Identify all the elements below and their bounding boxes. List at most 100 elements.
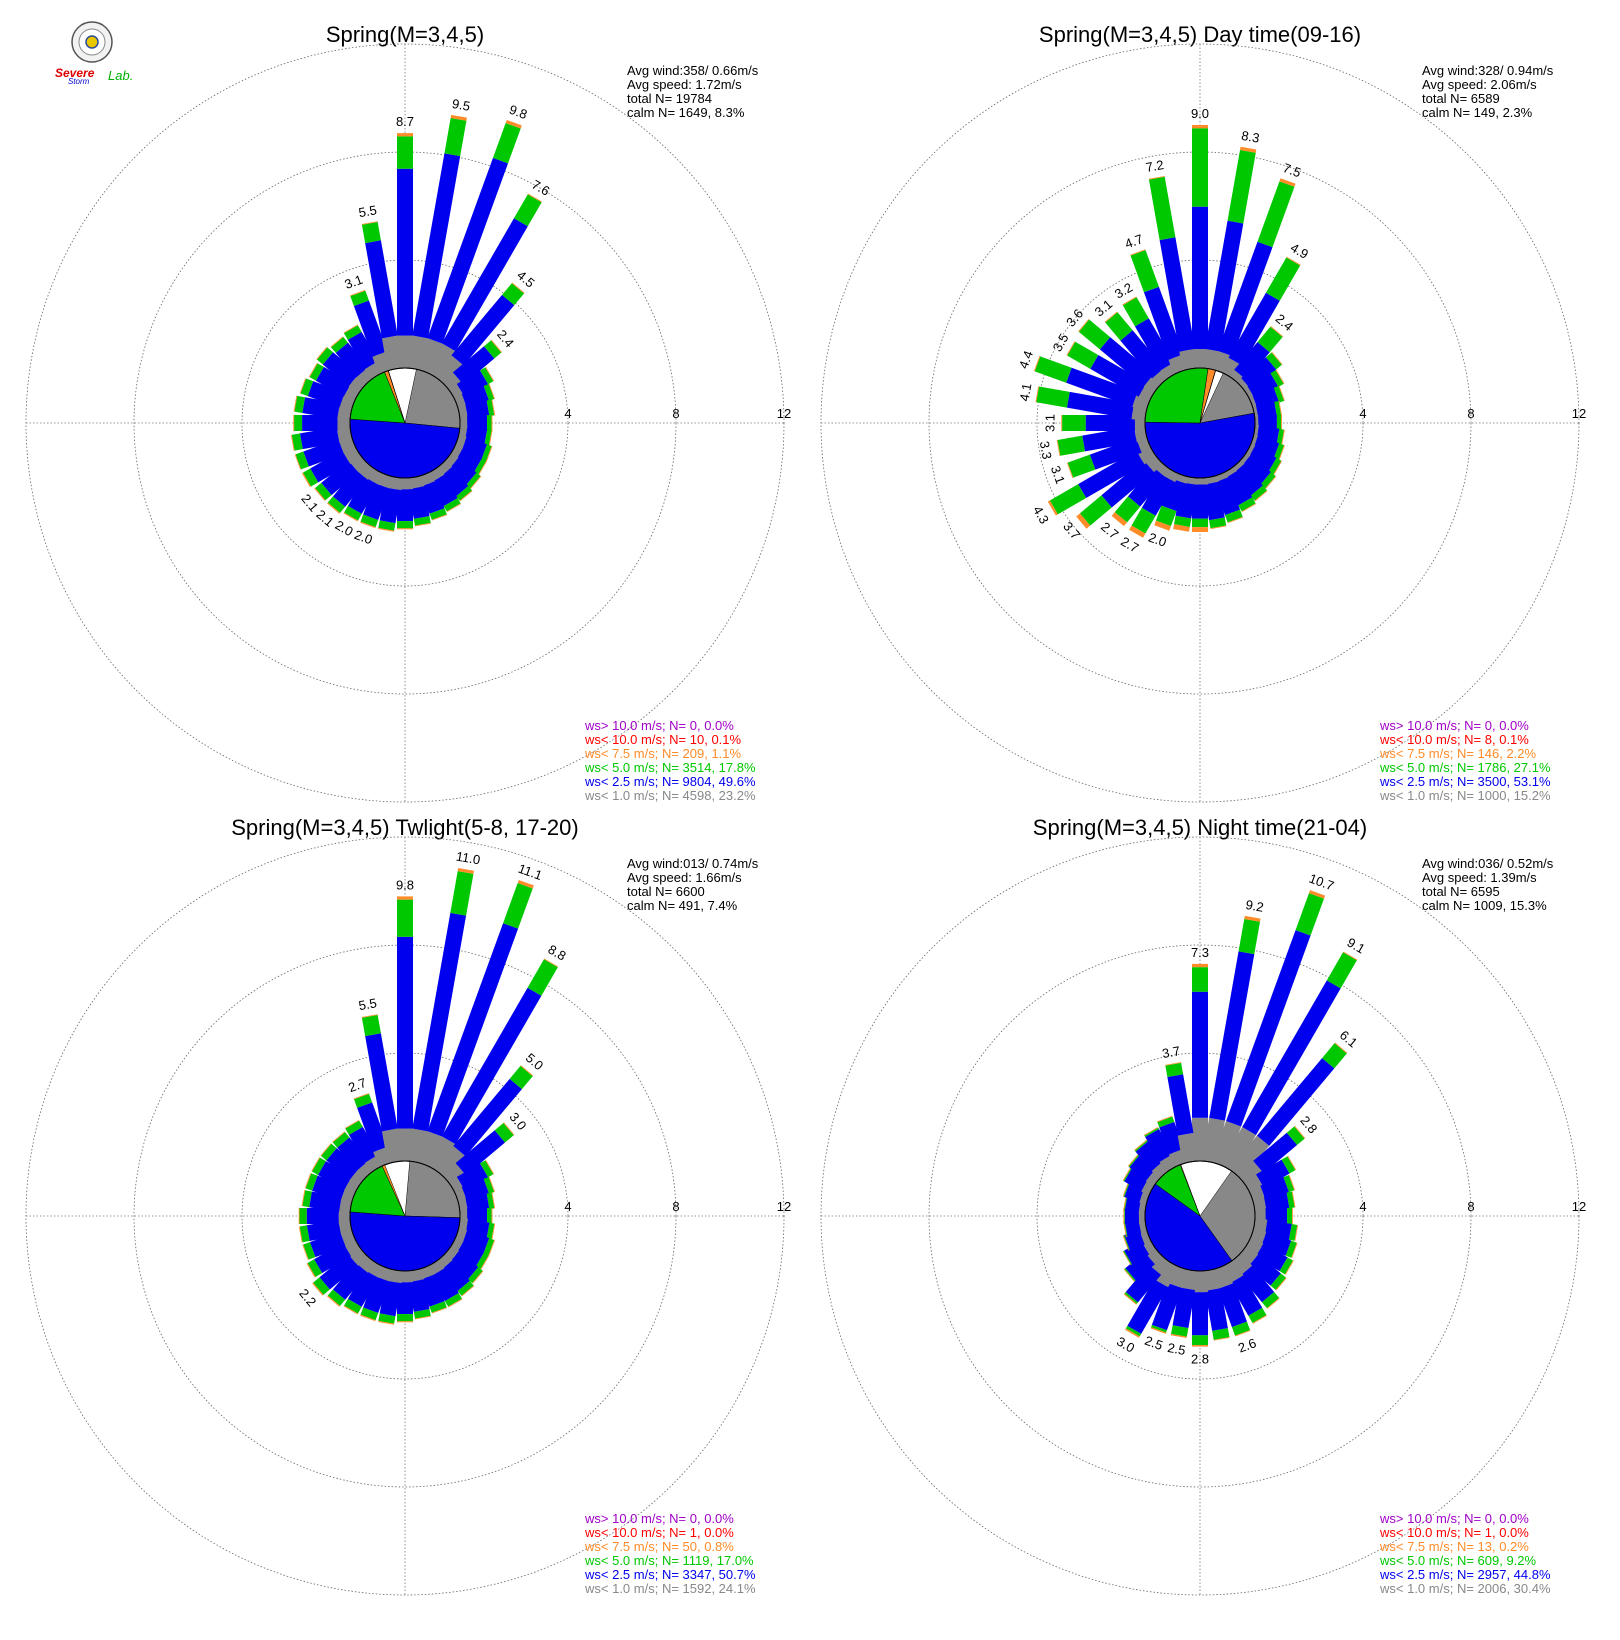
bar-segment-below-2-5 — [1228, 292, 1280, 366]
bar-segment-calm-1 — [1179, 348, 1199, 371]
bar-segment-below-7-5 — [1287, 1155, 1297, 1171]
bar-10-deg — [1201, 146, 1257, 371]
bar-segment-below-7-5 — [343, 1305, 358, 1315]
bar-segment-below-2-5 — [317, 1161, 353, 1191]
bar-segment-below-7-5 — [1285, 1260, 1294, 1275]
bar-segment-below-5-0 — [483, 1177, 495, 1194]
ring-tick-label: 4 — [564, 406, 571, 421]
bar-segment-below-5-0 — [1287, 1208, 1292, 1224]
bar-segment-below-2-5 — [326, 1148, 360, 1180]
bar-segment-below-5-0 — [1148, 176, 1176, 241]
ring-tick-label: 12 — [1572, 1199, 1586, 1214]
bar-segment-below-7-5 — [1281, 415, 1282, 431]
bar-40-deg — [1229, 1042, 1348, 1180]
windrose-panel-4: Spring(M=3,4,5) Night time(21-04) 4 8 12 7.3… — [820, 815, 1586, 1596]
bar-segment-below-5-0 — [397, 136, 413, 169]
bar-segment-below-7-5 — [431, 514, 448, 521]
bar-segment-below-7-5 — [511, 282, 525, 294]
bar-segment-below-7-5 — [327, 1295, 341, 1307]
bar-value-label: 4.7 — [1123, 231, 1145, 251]
bar-segment-below-7-5 — [1123, 1194, 1127, 1211]
bar-segment-below-5-0 — [1151, 1324, 1167, 1333]
bar-segment-below-7-5 — [1192, 1345, 1208, 1347]
bar-segment-below-5-0 — [1057, 435, 1085, 456]
bar-segment-below-7-5 — [397, 133, 413, 137]
bar-segment-below-2-5 — [419, 1274, 445, 1307]
pie-outline — [349, 1160, 461, 1272]
speed-legend: ws> 10.0 m/s; N= 0, 0.0%ws< 10.0 m/s; N=… — [1379, 1511, 1551, 1596]
stats-line: total N= 19784 — [627, 91, 712, 106]
bar-segment-below-5-0 — [457, 1280, 474, 1296]
bar-segment-below-5-0 — [1295, 893, 1325, 936]
bar-segment-below-5-0 — [311, 1157, 326, 1175]
bar-segment-below-7-5 — [293, 395, 298, 412]
bar-segment-below-7-5 — [1123, 1293, 1137, 1305]
bar-segment-below-5-0 — [316, 347, 334, 365]
bar-segment-below-2-5 — [1135, 1141, 1164, 1171]
bar-150-deg — [425, 1259, 463, 1308]
bar-segment-below-7-5 — [316, 346, 328, 360]
bar-segment-below-2-5 — [412, 153, 461, 339]
bar-segment-below-2-5 — [1204, 220, 1244, 352]
bar-segment-below-7-5 — [1240, 146, 1257, 153]
bar-segment-below-2-5 — [1078, 450, 1145, 498]
bar-value-label: 5.5 — [357, 202, 377, 220]
bar-segment-below-7-5 — [1143, 1126, 1159, 1136]
bar-segment-below-5-0 — [1285, 1240, 1297, 1258]
bar-segment-below-5-0 — [343, 325, 362, 340]
bar-segment-below-5-0 — [1067, 341, 1099, 369]
bar-segment-below-5-0 — [1286, 1126, 1305, 1145]
legend-entry: ws> 10.0 m/s; N= 0, 0.0% — [584, 718, 734, 733]
bar-segment-below-7-5 — [448, 1298, 463, 1308]
bar-segment-below-7-5 — [457, 867, 475, 874]
bar-segment-below-2-5 — [1218, 1283, 1247, 1328]
bar-segment-below-5-0 — [1270, 370, 1284, 387]
bar-segment-below-5-0 — [303, 1242, 316, 1260]
bar-segment-below-5-0 — [1130, 250, 1159, 293]
bar-segment-below-5-0 — [1174, 515, 1192, 527]
speed-class-pie — [1144, 367, 1256, 479]
bar-segment-below-5-0 — [397, 521, 413, 529]
bar-segment-below-2-5 — [1247, 373, 1279, 401]
bar-segment-below-2-5 — [1213, 477, 1241, 516]
chart-title: Spring(M=3,4,5) Night time(21-04) — [1033, 815, 1367, 840]
bar-segment-below-7-5 — [1122, 1235, 1129, 1251]
bar-value-label: 3.1 — [1048, 464, 1068, 486]
bar-segment-below-7-5 — [470, 476, 482, 489]
stats-line: Avg speed: 2.06m/s — [1422, 77, 1537, 92]
bar-segment-below-2-5 — [1066, 391, 1135, 420]
bar-segment-below-7-5 — [1278, 445, 1285, 461]
legend-entry: ws< 10.0 m/s; N= 10, 0.1% — [584, 732, 742, 747]
stats-line: Avg wind:036/ 0.52m/s — [1422, 856, 1554, 871]
bar-segment-below-7-5 — [1291, 1191, 1296, 1208]
bar-segment-below-2-5 — [451, 294, 515, 366]
bar-segment-below-7-5 — [543, 958, 559, 968]
bar-segment-below-7-5 — [327, 502, 341, 514]
bar-segment-below-2-5 — [1082, 426, 1137, 452]
bar-segment-below-2-5 — [1099, 337, 1155, 387]
bar-value-label: 2.7 — [346, 1075, 368, 1095]
bar-segment-calm-1 — [1154, 1259, 1180, 1288]
bar-segment-below-5-0 — [1123, 1250, 1133, 1265]
stats-line: Avg speed: 1.72m/s — [627, 77, 742, 92]
bar-segment-below-7-5 — [485, 366, 495, 382]
windrose-panel-3: Spring(M=3,4,5) Twlight(5-8, 17-20) 4 8 12 9… — [25, 815, 791, 1596]
bar-segment-calm-1 — [397, 1271, 413, 1283]
bar-segment-below-7-5 — [360, 521, 376, 529]
bar-segment-below-7-5 — [1123, 1269, 1135, 1282]
bar-60-deg — [448, 366, 495, 403]
bar-value-label: 2.5 — [1143, 1333, 1165, 1353]
logo-star-icon — [85, 35, 99, 49]
bar-segment-below-5-0 — [360, 1307, 379, 1321]
bar-segment-below-7-5 — [431, 1307, 448, 1314]
bar-value-label: 9.2 — [1244, 897, 1264, 915]
chart-title: Spring(M=3,4,5) Day time(09-16) — [1039, 22, 1361, 47]
bar-segment-below-5-0 — [444, 1293, 462, 1307]
bar-value-label: 2.8 — [1191, 1352, 1209, 1367]
bar-segment-below-2-5 — [1247, 445, 1277, 472]
bar-segment-below-2-5 — [365, 240, 398, 339]
bar-segment-below-2-5 — [427, 157, 509, 344]
bar-segment-below-2-5 — [1161, 478, 1187, 512]
bar-segment-below-2-5 — [1127, 1279, 1169, 1334]
